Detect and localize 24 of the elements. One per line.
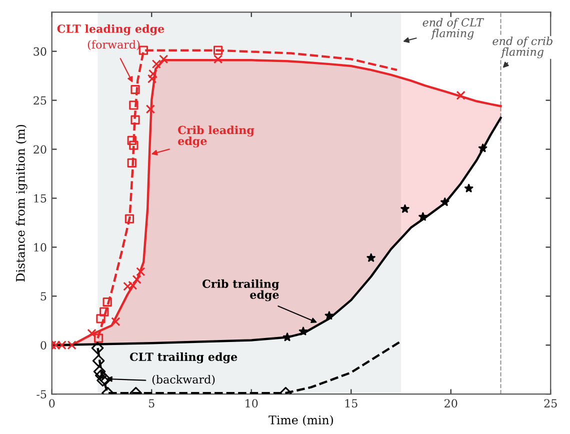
annotation: Crib leading edge: [178, 126, 254, 148]
annotation: CLT leading edge: [57, 24, 164, 36]
annotation: end of CLT flaming: [422, 18, 484, 40]
y-tick-label: 10: [34, 243, 46, 252]
annotation: (backward): [152, 374, 215, 386]
y-tick-label: 25: [34, 96, 46, 105]
y-tick-label: -5: [36, 390, 46, 398]
y-tick-label: 30: [34, 47, 46, 56]
annotation: (forward): [88, 40, 140, 50]
y-tick-label: 5: [40, 292, 46, 301]
y-tick-label: 0: [40, 341, 46, 350]
x-tick-label: 20: [444, 399, 458, 408]
annotation: Crib trailing edge: [202, 279, 280, 302]
x-tick-label: 25: [544, 399, 557, 408]
y-tick-label: 15: [34, 194, 46, 203]
x-tick-label: 15: [345, 399, 358, 408]
y-axis-title: Distance from ignition (m): [16, 124, 28, 282]
x-axis-title: Time (min): [268, 415, 333, 426]
y-tick-label: 20: [34, 145, 46, 154]
annotation: end of crib flaming: [492, 36, 552, 58]
annotation: CLT trailing edge: [130, 352, 238, 364]
x-tick-label: 10: [246, 399, 258, 408]
x-tick-label: 0: [49, 399, 55, 408]
x-tick-label: 5: [149, 399, 154, 408]
